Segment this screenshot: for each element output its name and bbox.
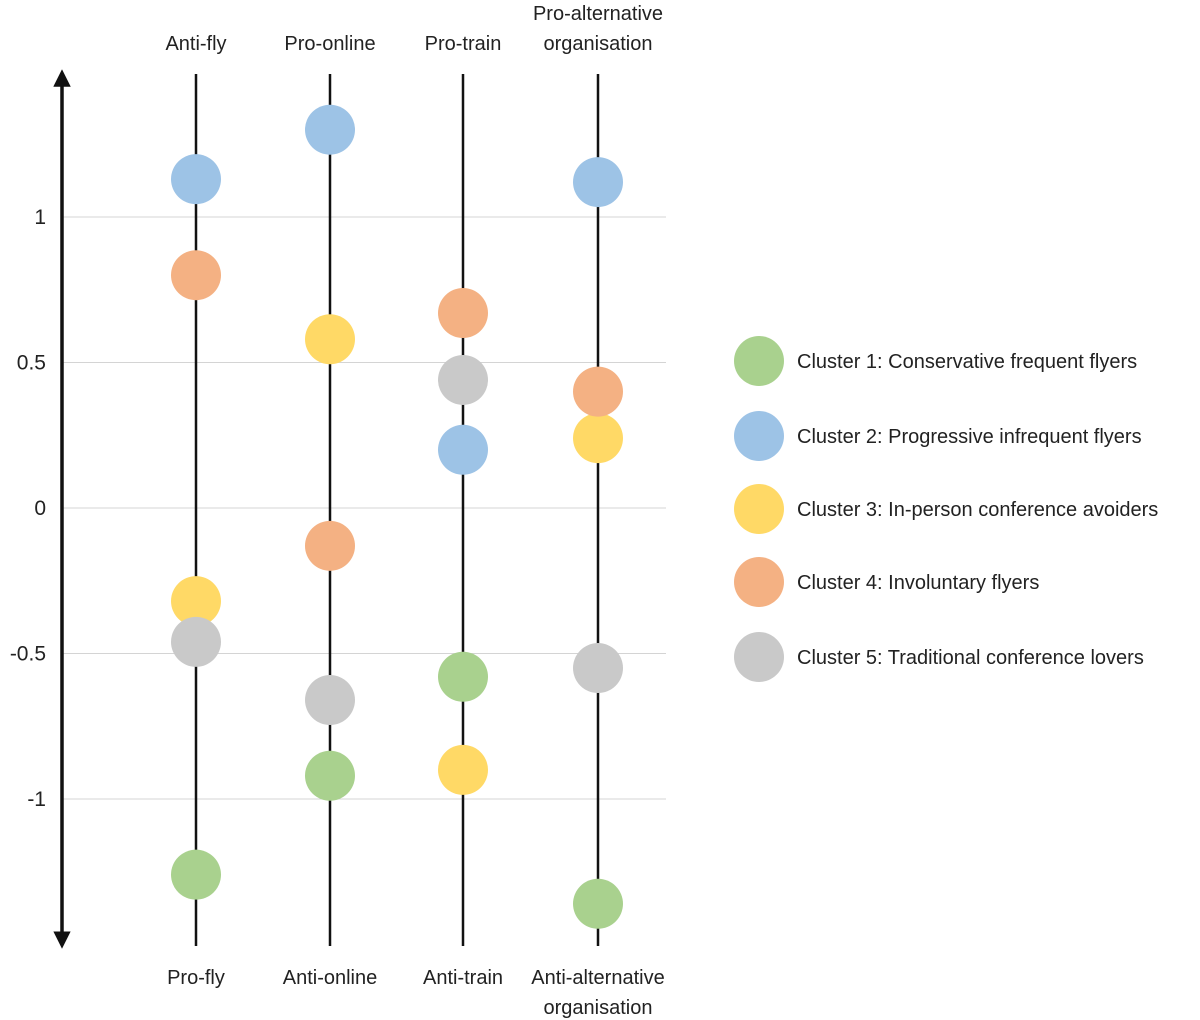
cluster-5-point xyxy=(438,354,488,405)
cluster-1-point xyxy=(305,750,355,801)
legend-label: Cluster 5: Traditional conference lovers xyxy=(797,647,1144,669)
dimension-bottom-label: Anti-train xyxy=(423,967,503,989)
dimension-bottom-label: Pro-fly xyxy=(167,967,225,989)
dimension-top-label: Anti-fly xyxy=(165,33,226,55)
cluster-2-point xyxy=(305,104,355,155)
cluster-4-point xyxy=(171,250,221,301)
dimension-top-label: Pro-train xyxy=(425,33,502,55)
dimension-bottom-label: organisation xyxy=(544,997,653,1019)
legend-label: Cluster 3: In-person conference avoiders xyxy=(797,499,1158,521)
cluster-5-point xyxy=(573,643,623,694)
dimension-bottom-label: Anti-alternative xyxy=(531,967,664,989)
cluster-4-point xyxy=(573,366,623,417)
y-tick-label: 1 xyxy=(34,206,46,229)
y-tick-label: -1 xyxy=(27,788,46,811)
cluster-2-point xyxy=(438,424,488,475)
legend-label: Cluster 4: Involuntary flyers xyxy=(797,572,1039,594)
legend-swatch xyxy=(734,484,784,534)
cluster-5-point xyxy=(305,675,355,726)
cluster-points xyxy=(171,104,623,929)
cluster-3-point xyxy=(305,314,355,365)
legend-swatch xyxy=(734,557,784,607)
dimension-top-label: Pro-alternative xyxy=(533,3,663,25)
cluster-1-point xyxy=(438,651,488,702)
cluster-3-point xyxy=(171,576,221,627)
dimension-top-label: Pro-online xyxy=(284,33,375,55)
cluster-3-point xyxy=(573,413,623,464)
dimension-bottom-label: Anti-online xyxy=(283,967,378,989)
cluster-3-point xyxy=(438,744,488,795)
y-tick-label: -0.5 xyxy=(10,643,46,666)
cluster-5-point xyxy=(171,616,221,667)
dimension-labels: Anti-fly Pro-fly Pro-online Anti-online Pro-… xyxy=(165,3,664,1019)
cluster-4-point xyxy=(305,520,355,571)
cluster-1-point xyxy=(171,849,221,900)
cluster-2-point xyxy=(573,157,623,208)
dimension-top-label: organisation xyxy=(544,33,653,55)
cluster-4-point xyxy=(438,288,488,339)
y-tick-label: 0 xyxy=(34,497,46,520)
legend-swatch xyxy=(734,632,784,682)
cluster-1-point xyxy=(573,878,623,929)
y-tick-label: 0.5 xyxy=(17,352,46,375)
legend-swatch xyxy=(734,411,784,461)
legend-label: Cluster 1: Conservative frequent flyers xyxy=(797,351,1137,373)
dimension-axes xyxy=(194,74,600,946)
legend-swatch xyxy=(734,336,784,386)
legend: Cluster 1: Conservative frequent flyers C… xyxy=(734,336,1158,682)
gridlines xyxy=(62,216,666,800)
y-axis-tick-labels: 1 0.5 0 -0.5 -1 xyxy=(10,206,46,811)
legend-label: Cluster 2: Progressive infrequent flyers xyxy=(797,426,1142,448)
cluster-2-point xyxy=(171,154,221,205)
